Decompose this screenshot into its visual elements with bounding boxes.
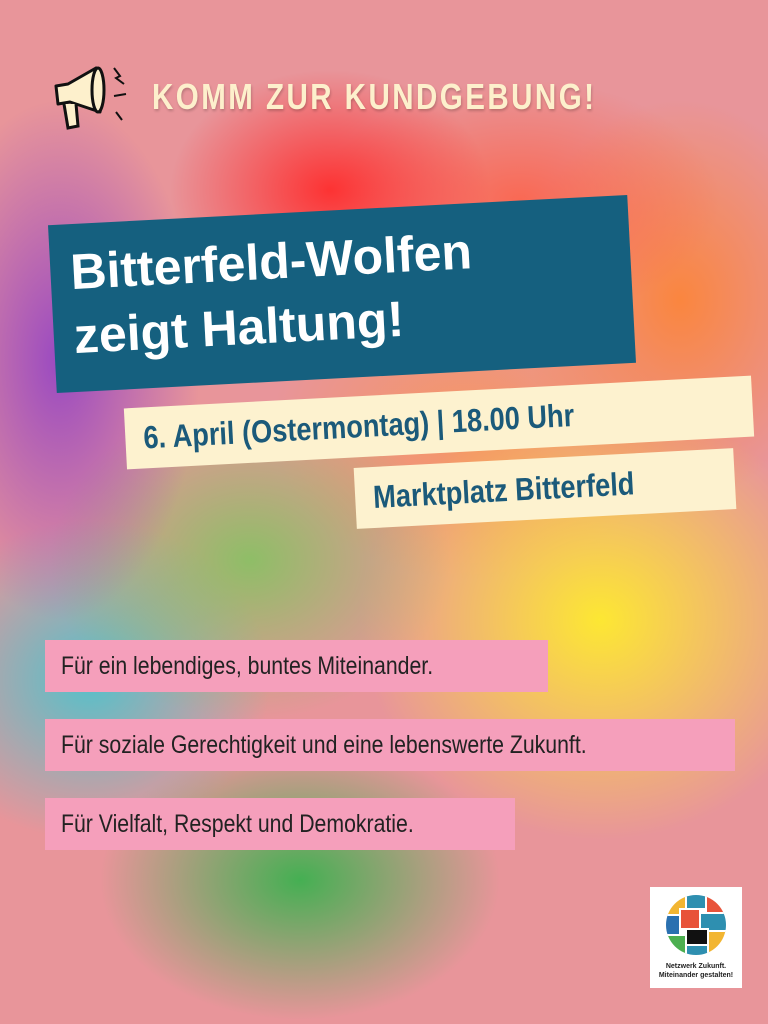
- statement-2: Für soziale Gerechtigkeit und eine leben…: [45, 719, 735, 771]
- date-text: 6. April (Ostermontag) | 18.00 Uhr: [142, 396, 576, 456]
- headline-box: Bitterfeld-Wolfen zeigt Haltung!: [48, 194, 636, 394]
- kicker-text: KOMM ZUR KUNDGEBUNG!: [152, 76, 597, 117]
- network-logo: Netzwerk Zukunft. Miteinander gestalten!: [650, 887, 742, 988]
- logo-line-1: Netzwerk Zukunft.: [665, 963, 727, 970]
- statement-3: Für Vielfalt, Respekt und Demokratie.: [45, 798, 515, 850]
- statement-1: Für ein lebendiges, buntes Miteinander.: [45, 640, 548, 692]
- statement-text: Für Vielfalt, Respekt und Demokratie.: [61, 809, 414, 838]
- location-box: Marktplatz Bitterfeld: [353, 448, 737, 529]
- mosaic-circle-icon: [666, 895, 726, 955]
- kicker: KOMM ZUR KUNDGEBUNG!: [48, 62, 694, 132]
- statement-text: Für ein lebendiges, buntes Miteinander.: [61, 651, 434, 680]
- megaphone-icon: [54, 66, 127, 130]
- statement-text: Für soziale Gerechtigkeit und eine leben…: [61, 730, 587, 759]
- location-text: Marktplatz Bitterfeld: [372, 465, 636, 515]
- logo-line-2: Miteinander gestalten!: [658, 972, 734, 979]
